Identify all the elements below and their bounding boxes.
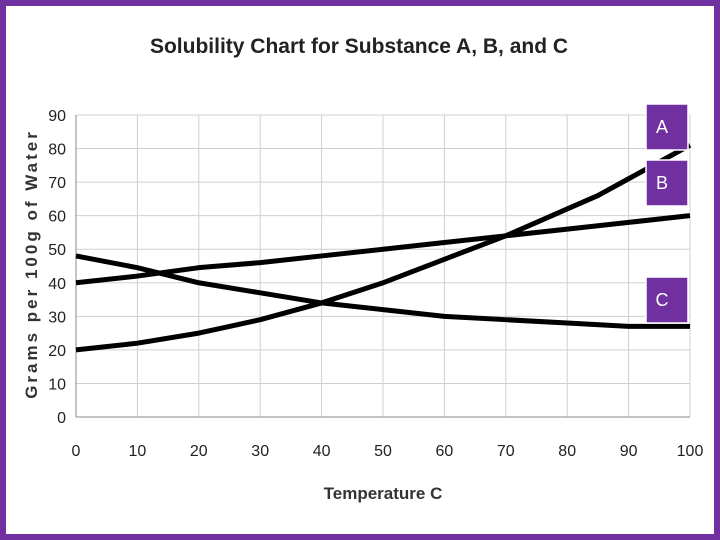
axes: 0 10 20 30 40 50 60 70 80 90 100 0 10 20 30 40 50 60 70 80 9… — [48, 108, 703, 460]
y-tick-label: 90 — [48, 108, 66, 125]
badge-box — [645, 103, 689, 151]
x-tick-label: 60 — [436, 443, 454, 460]
x-tick-label: 50 — [374, 443, 392, 460]
series-line-b — [75, 213, 691, 286]
badge-box — [645, 276, 689, 324]
y-tick-label: 50 — [48, 242, 66, 259]
series-badges: A B C — [645, 103, 689, 324]
x-axis-label: Temperature C — [324, 484, 443, 503]
chart-title: Solubility Chart for Substance A, B, and… — [150, 35, 568, 58]
x-tick-label: 10 — [129, 443, 147, 460]
y-tick-label: 70 — [48, 175, 66, 192]
badge-box — [645, 159, 689, 207]
x-tick-label: 70 — [497, 443, 515, 460]
chart-frame: Solubility Chart for Substance A, B, and… — [6, 6, 714, 534]
x-tick-label: 40 — [313, 443, 331, 460]
series-badge-a: A — [645, 103, 689, 151]
badge-label: B — [656, 173, 668, 193]
series-lines — [75, 143, 692, 353]
grid — [75, 114, 691, 418]
y-tick-label: 0 — [57, 410, 66, 427]
badge-label: C — [656, 290, 669, 310]
x-tick-label: 30 — [251, 443, 269, 460]
x-tick-label: 0 — [72, 443, 81, 460]
y-tick-label: 30 — [48, 309, 66, 326]
series-line-a — [75, 143, 692, 353]
y-tick-label: 40 — [48, 276, 66, 293]
x-tick-label: 20 — [190, 443, 208, 460]
x-tick-label: 90 — [620, 443, 638, 460]
y-tick-label: 20 — [48, 343, 66, 360]
y-tick-label: 80 — [48, 142, 66, 159]
series-line-c — [75, 253, 690, 329]
y-axis-label: Grams per 100g of Water — [22, 129, 41, 399]
x-tick-label: 100 — [677, 443, 704, 460]
series-badge-b: B — [645, 159, 689, 207]
y-tick-label: 60 — [48, 209, 66, 226]
solubility-chart: Solubility Chart for Substance A, B, and… — [22, 35, 703, 503]
badge-label: A — [656, 117, 668, 137]
series-badge-c: C — [645, 276, 689, 324]
x-tick-label: 80 — [558, 443, 576, 460]
y-tick-label: 10 — [48, 376, 66, 393]
